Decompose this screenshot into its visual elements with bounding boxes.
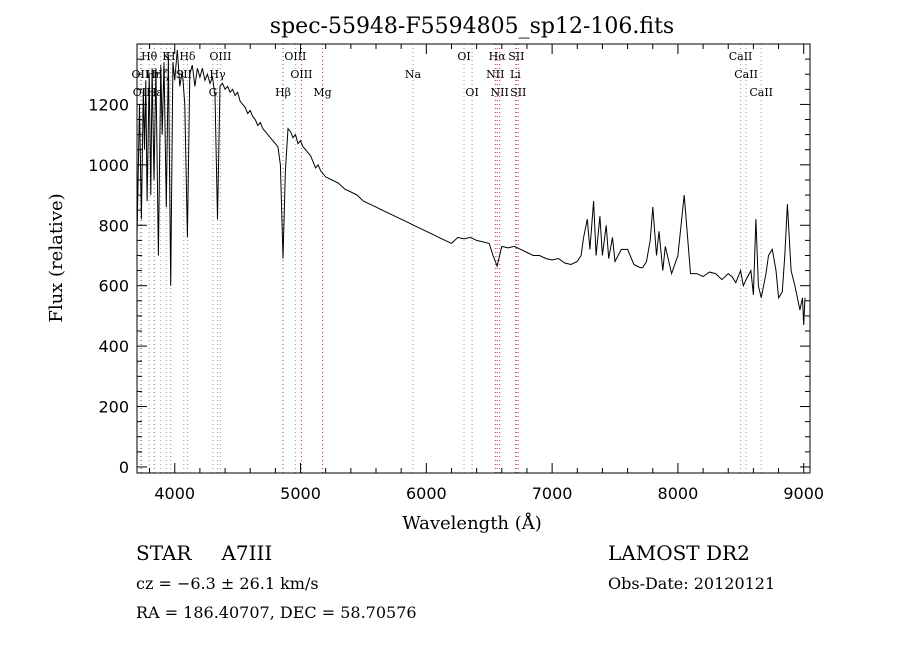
- line-label-4: Hη: [146, 68, 162, 81]
- line-labels: HθOIIOIIHεHηHζKHSIIHδGOIIIHγHβOIIIOIIIMg…: [132, 50, 773, 99]
- y-axis-label: Flux (relative): [46, 193, 67, 322]
- y-tick-label: 200: [98, 398, 129, 417]
- line-label-14: OIII: [284, 50, 306, 63]
- chart-title: spec-55948-F5594805_sp12-106.fits: [270, 14, 674, 39]
- x-axis-label: Wavelength (Å): [402, 512, 542, 534]
- y-tick-label: 400: [98, 337, 129, 356]
- line-label-3: Hε: [147, 86, 163, 99]
- line-label-20: NII: [486, 68, 504, 81]
- x-tick-label: 5000: [280, 484, 321, 503]
- line-label-9: Hδ: [179, 50, 196, 63]
- line-label-12: Hγ: [209, 68, 226, 81]
- line-label-0: Hθ: [141, 50, 158, 63]
- x-tick-label: 7000: [532, 484, 573, 503]
- x-tick-label: 6000: [406, 484, 447, 503]
- line-label-21: Hα: [489, 50, 507, 63]
- survey-label: LAMOST DR2: [608, 541, 750, 565]
- line-label-18: OI: [457, 50, 470, 63]
- line-label-19: OI: [465, 86, 478, 99]
- plot-frame: [136, 43, 811, 474]
- line-label-24: SII: [508, 50, 524, 63]
- class-label: STAR: [136, 541, 192, 565]
- line-label-22: NII: [491, 86, 509, 99]
- y-tick-label: 600: [98, 277, 129, 296]
- y-tick-label: 800: [98, 216, 129, 235]
- line-label-16: Mg: [313, 86, 331, 99]
- line-label-27: CaII: [734, 68, 758, 81]
- spectrum-line: [136, 49, 806, 326]
- line-label-13: Hβ: [275, 86, 291, 99]
- x-tick-label: 4000: [154, 484, 195, 503]
- y-tick-label: 0: [119, 458, 129, 477]
- line-label-23: Li: [510, 68, 521, 81]
- obs-date-label: Obs-Date: 20120121: [608, 574, 776, 593]
- y-axis: 0 200 400 600 800 1000 1200: [88, 43, 810, 477]
- line-label-25: SII: [510, 86, 526, 99]
- x-tick-label: 9000: [783, 484, 824, 503]
- coords-label: RA = 186.40707, DEC = 58.70576: [136, 603, 417, 622]
- line-label-28: CaII: [749, 86, 773, 99]
- x-tick-label: 8000: [658, 484, 699, 503]
- line-label-26: CaII: [729, 50, 753, 63]
- line-label-15: OIII: [290, 68, 312, 81]
- subclass-label: A7III: [221, 541, 273, 565]
- line-label-17: Na: [405, 68, 422, 81]
- line-label-6: K: [162, 50, 171, 63]
- y-tick-label: 1200: [88, 95, 129, 114]
- redshift-label: cz = −6.3 ± 26.1 km/s: [136, 574, 319, 593]
- line-label-10: G: [209, 86, 218, 99]
- line-label-11: OIII: [209, 50, 231, 63]
- y-tick-label: 1000: [88, 156, 129, 175]
- line-label-7: H: [166, 50, 176, 63]
- line-label-8: SII: [176, 68, 192, 81]
- x-axis: 4000 5000 6000 7000 8000 9000: [149, 44, 824, 503]
- object-class: STAR A7III: [136, 541, 272, 565]
